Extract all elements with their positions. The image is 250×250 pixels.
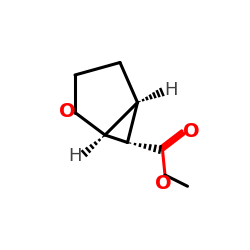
- Text: O: O: [156, 174, 172, 193]
- Text: O: O: [184, 122, 200, 141]
- Text: H: H: [164, 81, 177, 99]
- Text: H: H: [69, 147, 82, 165]
- Text: O: O: [59, 102, 75, 121]
